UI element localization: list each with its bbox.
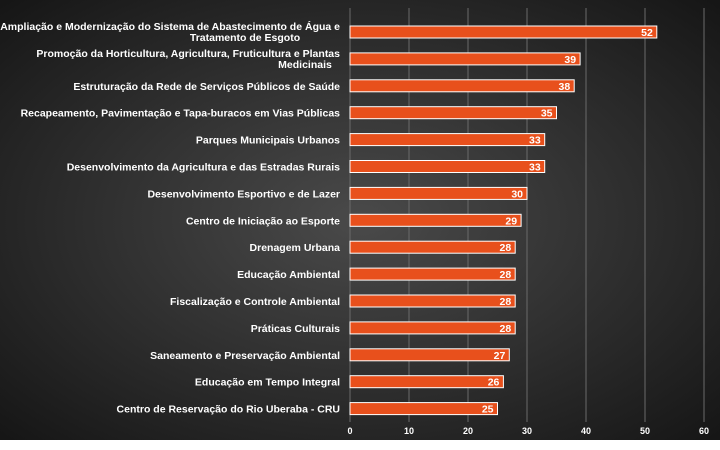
x-tick-label: 50 bbox=[640, 426, 650, 436]
x-tick-label: 40 bbox=[581, 426, 591, 436]
x-tick-label: 20 bbox=[463, 426, 473, 436]
bar bbox=[349, 267, 516, 281]
category-label: Saneamento e Preservação Ambiental bbox=[150, 350, 340, 362]
bar bbox=[349, 52, 581, 66]
category-label: Práticas Culturais bbox=[251, 323, 340, 335]
bar bbox=[349, 402, 498, 416]
category-label: Centro de Reservação do Rio Uberaba - CR… bbox=[117, 404, 340, 416]
data-label: 52 bbox=[641, 27, 653, 39]
bar bbox=[349, 160, 546, 173]
category-label: Fiscalização e Controle Ambiental bbox=[170, 296, 340, 308]
data-label: 33 bbox=[529, 135, 541, 147]
data-label: 25 bbox=[482, 404, 494, 416]
bars bbox=[349, 25, 658, 416]
data-label: 28 bbox=[500, 242, 512, 254]
bar bbox=[349, 348, 510, 362]
bar bbox=[349, 186, 528, 200]
x-tick-label: 10 bbox=[404, 426, 414, 436]
category-label: Educação em Tempo Integral bbox=[195, 377, 340, 389]
category-label: Desenvolvimento da Agricultura e das Est… bbox=[67, 162, 340, 174]
value-labels: 52 39 38 35 33 33 30 29 28 28 28 28 27 26 25 bbox=[482, 27, 653, 416]
x-axis-ticks: 0 10 20 30 40 50 60 bbox=[347, 426, 709, 436]
category-label-line: Medicinais bbox=[278, 59, 332, 71]
data-label: 39 bbox=[564, 54, 576, 66]
bar bbox=[349, 79, 575, 93]
bar bbox=[349, 240, 516, 254]
data-label: 28 bbox=[500, 296, 512, 308]
bar bbox=[349, 321, 516, 335]
data-label: 38 bbox=[559, 81, 571, 93]
bar bbox=[349, 213, 522, 227]
category-label: Desenvolvimento Esportivo e de Lazer bbox=[147, 188, 340, 200]
category-label: Promoção da Horticultura, Agricultura, F… bbox=[36, 48, 340, 71]
bar bbox=[349, 375, 504, 389]
x-tick-label: 60 bbox=[699, 426, 709, 436]
category-label: Ampliação e Modernização do Sistema de A… bbox=[0, 20, 340, 44]
bar bbox=[349, 133, 546, 147]
data-label: 29 bbox=[505, 215, 517, 227]
category-label: Educação Ambiental bbox=[237, 269, 340, 281]
category-label-line: Tratamento de Esgoto bbox=[190, 32, 300, 44]
category-label: Estruturação da Rede de Serviços Público… bbox=[73, 81, 340, 93]
x-tick-label: 30 bbox=[522, 426, 532, 436]
data-label: 30 bbox=[511, 188, 523, 200]
data-label: 33 bbox=[529, 162, 541, 174]
category-label: Drenagem Urbana bbox=[250, 242, 341, 254]
bar bbox=[349, 294, 516, 308]
category-label: Recapeamento, Pavimentação e Tapa-buraco… bbox=[21, 108, 341, 120]
category-labels: Ampliação e Modernização do Sistema de A… bbox=[0, 20, 340, 416]
category-label: Parques Municipais Urbanos bbox=[196, 135, 340, 147]
data-label: 26 bbox=[488, 377, 500, 389]
bar bbox=[349, 106, 557, 120]
category-label: Centro de Iniciação ao Esporte bbox=[186, 215, 340, 227]
x-tick-label: 0 bbox=[347, 426, 352, 436]
data-label: 35 bbox=[541, 108, 553, 120]
data-label: 27 bbox=[494, 350, 506, 362]
category-label-line: Ampliação e Modernização do Sistema de A… bbox=[0, 20, 340, 33]
data-label: 28 bbox=[500, 323, 512, 335]
data-label: 28 bbox=[500, 269, 512, 281]
category-label-line: Promoção da Horticultura, Agricultura, F… bbox=[36, 48, 340, 60]
bar bbox=[349, 25, 658, 39]
